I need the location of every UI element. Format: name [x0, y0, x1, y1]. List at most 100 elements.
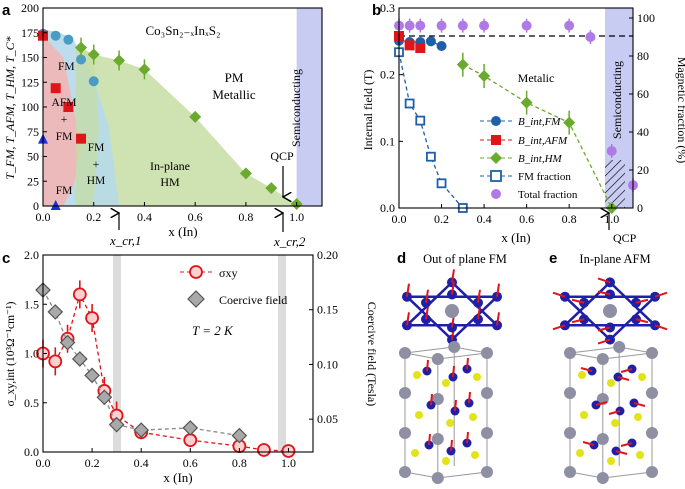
spin-arrow: [580, 367, 593, 372]
legend-b-afm-marker: [491, 135, 501, 145]
panel-e-letter: e: [549, 250, 557, 267]
panel-b-axes: 0.0 0.2 0.4 0.6 0.8 1.0 0.0 0.1 0.2 0.3 0 20 40 60 80 1…: [380, 1, 655, 226]
panel-b-metallic-label: Metalic: [518, 71, 555, 85]
spin-arrow: [426, 359, 429, 372]
c-xtick-label: 0.2: [85, 456, 100, 470]
panel-a-letter: a: [2, 2, 11, 19]
kagome-bond: [561, 280, 659, 327]
a-ytick-label: 50: [27, 150, 39, 164]
region-pm-line2: Metallic: [212, 87, 256, 102]
b-point-fm-fraction: [436, 178, 447, 189]
s-atom: [607, 457, 615, 465]
b-y2tick-label: 40: [637, 125, 649, 139]
sn-atom: [646, 466, 658, 478]
panel-e-kagome-layer: [552, 277, 668, 345]
a-xtick-label: 1.0: [289, 210, 304, 224]
panel-a-xlabel: x (In): [168, 224, 197, 239]
b-y2tick-label: 20: [637, 163, 649, 177]
a-point-afm: [76, 133, 87, 144]
spin-arrow: [552, 324, 566, 331]
panel-e-unit-cell: [564, 341, 658, 484]
b-ytick-label: 0.0: [380, 201, 395, 215]
b-point-total-fraction: [479, 20, 490, 31]
a-ytick-label: 100: [21, 100, 39, 114]
legend-c-item-coercive: Coercive field: [187, 290, 287, 308]
a-point-hm: [75, 41, 88, 54]
spin-arrow: [654, 291, 668, 298]
sn-atom: [646, 427, 658, 439]
panel-a-series: [38, 28, 303, 211]
b-line-b-int-hm: [462, 64, 613, 209]
panel-d-kagome-layer: [401, 269, 503, 345]
sn-atom: [399, 466, 411, 478]
legend-b-hm-text: B_int,HM: [518, 153, 563, 165]
b-point-b-int-hm: [520, 96, 533, 109]
spin-arrow: [597, 277, 611, 284]
panel-c-frame: [42, 254, 314, 453]
c-point-coercive: [96, 389, 113, 406]
a-point-hm: [113, 54, 126, 67]
cell-edge: [569, 346, 620, 354]
s-atom: [607, 379, 615, 387]
cell-edge: [437, 471, 488, 479]
s-atom: [576, 449, 584, 457]
legend-c-coercive-text: Coercive field: [219, 293, 287, 307]
b-point-total-fraction: [521, 20, 532, 31]
sn-atom: [596, 472, 609, 484]
spin-arrow: [425, 306, 430, 320]
legend-b-total-text: Total fraction: [518, 189, 578, 201]
s-atom: [634, 413, 642, 421]
c-point-coercive: [47, 304, 64, 320]
c-xtick-label: 0.6: [183, 456, 198, 470]
sn-atom: [564, 347, 576, 359]
c-xtick-label: 0.4: [134, 456, 149, 470]
spin-arrow: [466, 357, 469, 370]
b-ytick-label: 0.2: [380, 68, 395, 82]
c-point-sigma: [257, 443, 271, 457]
a-point-afm: [63, 102, 74, 112]
sn-atom: [603, 304, 617, 318]
sn-atom: [431, 353, 444, 365]
spin-arrow: [552, 291, 566, 298]
s-atom: [415, 411, 423, 419]
spin-arrow: [476, 306, 481, 320]
sn-atom: [596, 353, 609, 365]
region-hm: [73, 45, 297, 207]
c-point-sigma: [72, 287, 87, 302]
spin-arrow: [597, 326, 611, 332]
spin-arrow: [635, 318, 649, 324]
a-point-hm: [265, 182, 278, 195]
legend-c-item-sigma: σxy: [180, 265, 237, 280]
spin-arrow: [468, 391, 471, 404]
region-fm-hm: [75, 47, 99, 206]
c-y2tick-label: 0.20: [317, 248, 338, 262]
b-point-b-int-hm: [456, 58, 469, 71]
xcr1-label: x_cr,1: [109, 233, 141, 248]
panel-e-title: In-plane AFM: [579, 252, 650, 266]
spin-arrow: [582, 441, 595, 446]
spin-arrow: [405, 312, 410, 326]
sn-atom: [448, 341, 461, 353]
cell-edge: [602, 352, 653, 360]
s-atom: [611, 419, 620, 427]
region-afm-fm-line2: +: [61, 114, 68, 126]
b-y2tick-label: 80: [637, 49, 649, 63]
panel-b-xlabel: x (In): [501, 230, 530, 245]
region-semiconducting: [296, 8, 322, 206]
c-y2tick-label: 0.05: [317, 412, 338, 426]
c-point-coercive: [71, 351, 88, 367]
s-atom: [442, 457, 450, 465]
b-point-total-fraction: [404, 20, 415, 31]
region-inplane-hm-line1: In-plane: [150, 159, 190, 173]
b-ytick-label: 0.1: [380, 134, 395, 148]
c-xtick-label: 0.0: [36, 456, 51, 470]
legend-c-sigma-text: σxy: [219, 266, 237, 280]
spin-arrow: [597, 290, 611, 296]
a-ytick-label: 150: [21, 51, 39, 65]
b-xtick-label: 0.8: [562, 212, 577, 226]
c-ytick-label: 1.5: [24, 297, 39, 311]
legend-b-fmfrac-text: FM fraction: [518, 171, 571, 183]
c-ytick-label: 0.0: [24, 445, 39, 459]
sn-atom: [564, 387, 576, 399]
panel-b-hatch: [605, 160, 625, 208]
